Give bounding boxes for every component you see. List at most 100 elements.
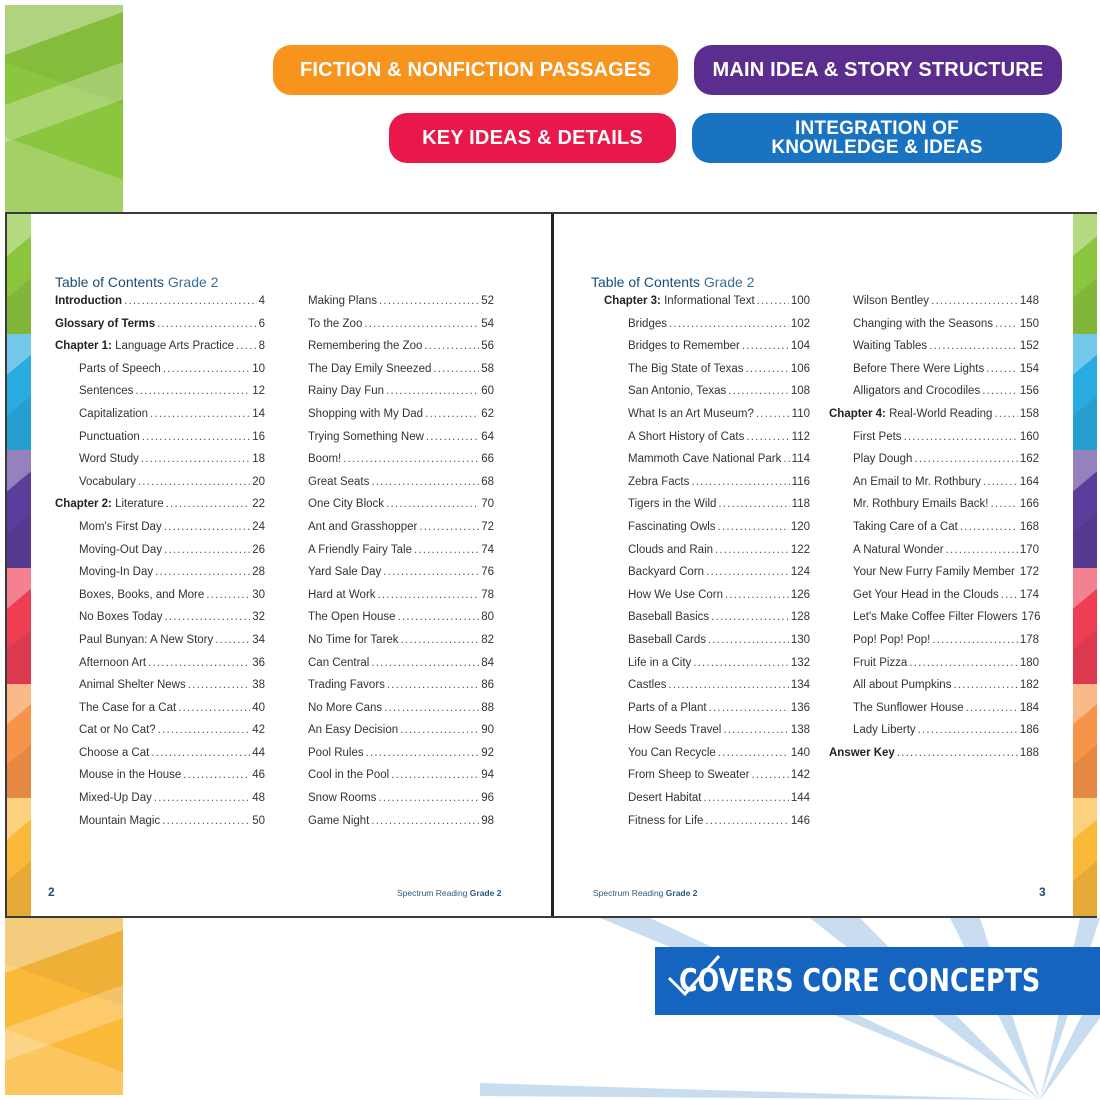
leader-dots — [897, 747, 1018, 759]
toc-entry: Animal Shelter News 38 — [55, 679, 265, 702]
toc-entry-title: To the Zoo — [308, 317, 363, 330]
toc-entry-page: 52 — [481, 295, 494, 307]
toc-entry-title: Answer Key — [829, 746, 895, 759]
leader-dots — [364, 318, 479, 330]
toc-entry-page: 78 — [481, 588, 494, 601]
toc-entry-title: The Day Emily Sneezed — [308, 362, 432, 375]
leader-dots — [932, 634, 1017, 646]
toc-entry: Parts of a Plant 136 — [604, 702, 810, 725]
right-color-tabs — [1073, 214, 1097, 916]
leader-dots — [154, 792, 250, 804]
leader-dots — [135, 385, 250, 397]
toc-entry-title: Vocabulary — [79, 475, 136, 488]
toc-entry-title: Paul Bunyan: A New Story — [79, 633, 214, 646]
toc-entry: Parts of Speech 10 — [55, 363, 265, 386]
toc-entry-title: Zebra Facts — [628, 475, 690, 488]
toc-entry-title: No Boxes Today — [79, 611, 163, 624]
toc-entry-title: Let's Make Coffee Filter Flowers — [853, 611, 1018, 624]
toc-entry-title: First Pets — [853, 430, 902, 443]
toc-entry: Yard Sale Day 76 — [308, 566, 494, 589]
toc-entry-title: An Email to Mr. Rothbury — [853, 475, 981, 488]
leader-dots — [728, 385, 789, 397]
leader-dots — [158, 724, 251, 736]
book-spine — [551, 214, 554, 916]
toc-entry-page: 126 — [790, 588, 810, 601]
toc-entry-page: 88 — [481, 701, 494, 714]
toc-entry-page: 156 — [1019, 385, 1039, 398]
toc-entry-title: Mountain Magic — [79, 814, 161, 827]
leader-dots — [148, 657, 250, 669]
toc-entry: A Short History of Cats 112 — [604, 431, 810, 454]
left-toc-title: Table of Contents Grade 2 — [55, 274, 219, 290]
toc-entry-page: 164 — [1019, 475, 1039, 488]
left-toc-column-2: Making Plans 52 To the Zoo 54 Remembering th… — [308, 295, 494, 837]
toc-entry-page: 174 — [1019, 588, 1039, 601]
leader-dots — [386, 385, 479, 397]
leader-dots — [715, 544, 789, 556]
toc-entry-title: Yard Sale Day — [308, 566, 382, 579]
toc-entry-page: 76 — [481, 566, 494, 579]
toc-entry-page: 144 — [790, 792, 810, 805]
toc-entry: Your New Furry Family Member 172 — [829, 566, 1039, 589]
toc-entry-page: 140 — [790, 746, 810, 759]
leader-dots — [718, 521, 789, 533]
toc-entry: From Sheep to Sweater 142 — [604, 769, 810, 792]
leader-dots — [953, 679, 1017, 691]
leader-dots — [946, 544, 1018, 556]
toc-entry-page: 166 — [1019, 498, 1039, 511]
covers-core-concepts-banner: COVERS CORE CONCEPTS — [655, 947, 1100, 1015]
toc-entry: Boxes, Books, and More 30 — [55, 589, 265, 612]
badge-key-ideas: KEY IDEAS & DETAILS — [389, 113, 676, 163]
leader-dots — [904, 431, 1018, 443]
toc-entry-title: Capitalization — [79, 407, 149, 420]
toc-entry-title: What Is an Art Museum? — [628, 407, 754, 420]
leader-dots — [982, 385, 1018, 397]
leader-dots — [433, 363, 479, 375]
toc-entry-page: 146 — [790, 814, 810, 827]
toc-entry-page: 128 — [790, 611, 810, 624]
leader-dots — [718, 747, 789, 759]
toc-entry: Lady Liberty 186 — [829, 724, 1039, 747]
leader-dots — [960, 521, 1018, 533]
leader-dots — [401, 634, 480, 646]
toc-entry: Before There Were Lights 154 — [829, 363, 1039, 386]
leader-dots — [151, 747, 250, 759]
toc-entry-page: 32 — [252, 611, 265, 624]
toc-entry-title: Pop! Pop! Pop! — [853, 633, 931, 646]
toc-entry-page: 40 — [252, 701, 265, 714]
leader-dots — [178, 702, 250, 714]
toc-entry: A Friendly Fairy Tale 74 — [308, 544, 494, 567]
toc-entry-title: Moving-In Day — [79, 566, 154, 579]
toc-entry: Choose a Cat 44 — [55, 747, 265, 770]
toc-entry-page: 26 — [252, 543, 265, 556]
toc-entry-title: Animal Shelter News — [79, 679, 186, 692]
left-page-number: 2 — [48, 885, 55, 899]
leader-dots — [414, 544, 479, 556]
toc-entry-title: Can Central — [308, 656, 370, 669]
toc-entry-title: How Seeds Travel — [628, 724, 722, 737]
toc-entry-page: 34 — [252, 633, 265, 646]
toc-entry-title: Mr. Rothbury Emails Back! — [853, 498, 989, 511]
leader-dots — [693, 657, 789, 669]
toc-entry-title: Bridges — [628, 317, 667, 330]
leader-dots — [704, 792, 789, 804]
toc-entry-title: How We Use Corn — [628, 588, 724, 601]
badge-label: MAIN IDEA & STORY STRUCTURE — [712, 59, 1044, 81]
leader-dots — [1001, 589, 1018, 601]
toc-entry-title: Bridges to Remember — [628, 340, 740, 353]
toc-entry-title: Glossary of Terms — [55, 317, 156, 330]
leader-dots — [150, 408, 250, 420]
toc-entry-page: 42 — [252, 724, 265, 737]
toc-entry: Afternoon Art 36 — [55, 657, 265, 680]
toc-entry-title: Castles — [628, 679, 667, 692]
toc-entry: Backyard Corn 124 — [604, 566, 810, 589]
leader-dots — [705, 815, 788, 827]
leader-dots — [188, 679, 250, 691]
toc-entry-page: 142 — [790, 769, 810, 782]
toc-entry-title: Clouds and Rain — [628, 543, 714, 556]
leader-dots — [386, 498, 479, 510]
toc-entry-page: 6 — [258, 317, 265, 330]
toc-entry-title: Mammoth Cave National Park — [628, 453, 782, 466]
toc-entry-title: The Sunflower House — [853, 701, 964, 714]
toc-entry: Mouse in the House 46 — [55, 769, 265, 792]
